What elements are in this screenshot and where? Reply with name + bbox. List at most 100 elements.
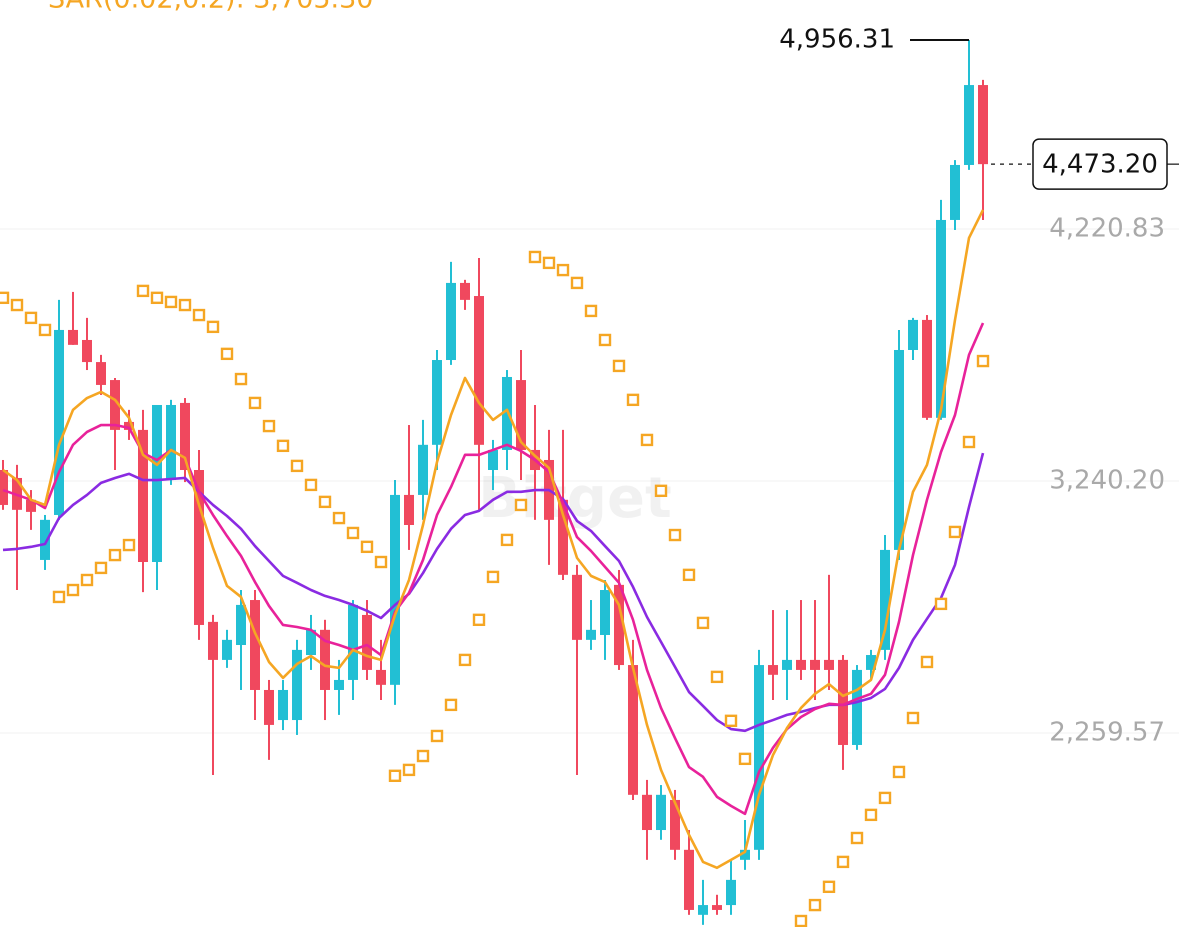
candle-body <box>838 659 848 745</box>
candle-body <box>404 494 414 525</box>
indicator-title: SAR(0.02,0.2): 3,705.30 <box>48 0 374 15</box>
candle-body <box>180 402 190 471</box>
candle-body <box>880 549 890 650</box>
sar-dot <box>542 256 556 270</box>
watermark: Bitget <box>478 466 671 531</box>
candle-body <box>96 362 106 385</box>
candle-body <box>922 319 932 418</box>
candle-body <box>810 659 820 670</box>
candle-body <box>628 665 638 795</box>
sar-dot <box>234 372 248 386</box>
sar-dot <box>514 498 528 512</box>
candle-body <box>474 296 484 445</box>
sar-dot <box>654 484 668 498</box>
candle-body <box>488 449 498 471</box>
candle-body <box>502 376 512 450</box>
y-tick-label: 3,240.20 <box>1049 466 1165 496</box>
candle-body <box>362 614 372 670</box>
sar-dot <box>934 597 948 611</box>
candle-body <box>250 600 260 690</box>
candle-body <box>768 665 778 675</box>
candle-body <box>446 282 456 361</box>
sar-dot <box>332 511 346 525</box>
sar-dot <box>682 568 696 582</box>
candle-body <box>166 404 176 481</box>
candle-body <box>82 339 92 363</box>
sar-dot <box>0 291 10 305</box>
candle-body <box>978 85 988 165</box>
sar-dot <box>976 354 990 368</box>
sar-dot <box>794 914 808 927</box>
sar-dots <box>0 250 990 927</box>
sar-dot <box>612 359 626 373</box>
candle-body <box>138 429 148 562</box>
sar-dot <box>668 528 682 542</box>
candle-body <box>390 494 400 685</box>
candles <box>0 39 988 925</box>
sar-dot <box>500 533 514 547</box>
ma-line <box>2 322 985 816</box>
candle-body <box>936 219 946 418</box>
candle-body <box>292 649 302 721</box>
sar-dot <box>262 419 276 433</box>
candle-body <box>320 629 330 690</box>
sar-dot <box>822 880 836 894</box>
candle-body <box>782 659 792 670</box>
last-price-label: 4,473.20 <box>1042 150 1158 180</box>
candle-body <box>600 590 610 635</box>
candle-body <box>306 629 316 656</box>
candle-body <box>208 621 218 660</box>
sar-dot <box>556 263 570 277</box>
candle-body <box>264 689 274 725</box>
candle-body <box>642 794 652 831</box>
candle-body <box>726 879 736 906</box>
sar-dot <box>920 655 934 669</box>
sar-dot <box>248 396 262 410</box>
candle-body <box>222 639 232 660</box>
candle-body <box>670 799 680 850</box>
sar-dot <box>52 590 66 604</box>
candle-body <box>894 349 904 550</box>
sar-dot <box>584 304 598 318</box>
sar-dot <box>528 250 542 264</box>
sar-dot <box>108 548 122 562</box>
sar-dot <box>318 495 332 509</box>
sar-dot <box>136 284 150 298</box>
candle-body <box>432 360 442 445</box>
candle-body <box>460 282 470 300</box>
sar-dot <box>892 765 906 779</box>
sar-dot <box>878 791 892 805</box>
sar-dot <box>304 478 318 492</box>
candle-body <box>964 85 974 165</box>
sar-dot <box>402 763 416 777</box>
candle-body <box>418 444 428 495</box>
candle-body <box>852 669 862 745</box>
sar-dot <box>150 291 164 305</box>
sar-dot <box>472 613 486 627</box>
candle-body <box>124 421 134 430</box>
sar-dot <box>94 561 108 575</box>
sar-dot <box>164 295 178 309</box>
candle-body <box>334 679 344 690</box>
sar-dot <box>850 831 864 845</box>
sar-dot <box>864 808 878 822</box>
candle-body <box>712 905 722 910</box>
sar-dot <box>416 749 430 763</box>
sar-dot <box>724 714 738 728</box>
y-tick-label: 2,259.57 <box>1049 718 1165 748</box>
sar-dot <box>962 435 976 449</box>
sar-dot <box>696 616 710 630</box>
candle-body <box>26 499 36 512</box>
candle-body <box>558 499 568 575</box>
indicator-lines <box>2 209 985 870</box>
sar-dot <box>598 333 612 347</box>
candle-body <box>236 604 246 646</box>
sar-dot <box>66 583 80 597</box>
sar-dot <box>290 459 304 473</box>
candle-body <box>68 329 78 345</box>
candle-body <box>0 470 8 505</box>
candle-body <box>740 849 750 860</box>
sar-dot <box>192 308 206 322</box>
